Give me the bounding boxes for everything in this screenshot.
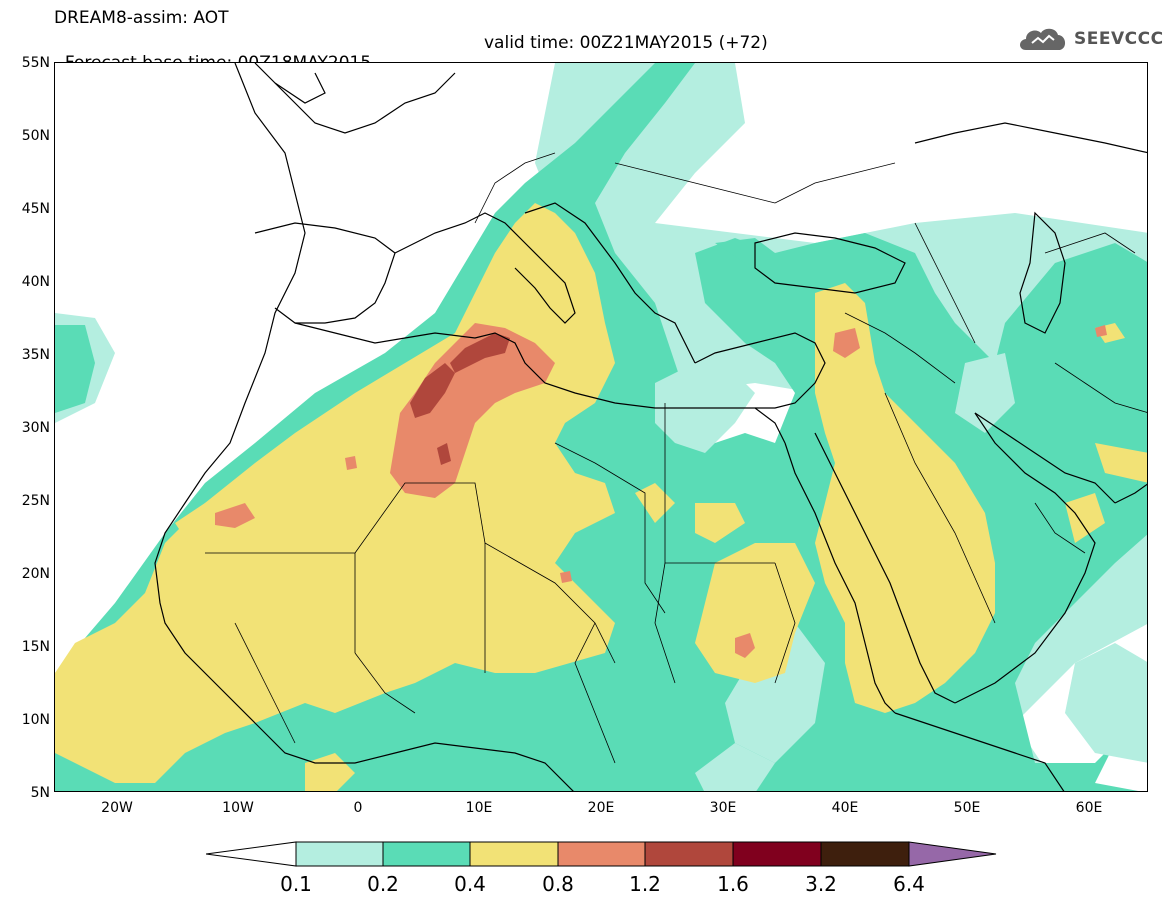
aot-map	[54, 62, 1148, 792]
lat-label: 20N	[21, 566, 50, 582]
lat-label: 50N	[21, 128, 50, 144]
lat-label: 40N	[21, 274, 50, 290]
colorbar-tick: 0.1	[280, 872, 312, 896]
colorbar-tick: 6.4	[893, 872, 925, 896]
lat-label: 55N	[21, 55, 50, 71]
colorbar-bin	[908, 841, 997, 867]
aot-band-0.8-1.2	[215, 323, 1107, 658]
lat-label: 15N	[21, 639, 50, 655]
colorbar-tick: 1.6	[717, 872, 749, 896]
colorbar-bin	[732, 841, 822, 867]
colorbar-bin	[644, 841, 734, 867]
colorbar	[206, 841, 997, 867]
lon-label: 10W	[222, 800, 254, 816]
lon-label: 40E	[831, 800, 859, 816]
logo-text: SEEVCCC	[1074, 29, 1164, 49]
map-title: DREAM8-assim: AOT	[54, 8, 229, 28]
lat-label: 5N	[30, 785, 50, 801]
colorbar-tick: 0.8	[542, 872, 574, 896]
lat-label: 30N	[21, 420, 50, 436]
seevccc-logo: SEEVCCC	[1016, 24, 1163, 56]
valid-time-text: valid time: 00Z21MAY2015 (+72)	[484, 33, 768, 53]
colorbar-bin	[295, 841, 384, 867]
lon-label: 0	[353, 800, 363, 816]
colorbar-bin	[820, 841, 910, 867]
cloud-icon	[1020, 28, 1066, 50]
lat-label: 25N	[21, 493, 50, 509]
colorbar-tick: 0.4	[454, 872, 486, 896]
lat-label: 45N	[21, 201, 50, 217]
aot-field	[55, 63, 1147, 791]
lon-label: 30E	[709, 800, 737, 816]
colorbar-bin	[206, 841, 297, 867]
aot-band-1.2-1.6	[410, 333, 510, 465]
colorbar-tick: 1.2	[629, 872, 661, 896]
colorbar-bin	[382, 841, 471, 867]
lon-label: 10E	[465, 800, 493, 816]
lon-label: 20W	[101, 800, 133, 816]
lon-label: 60E	[1075, 800, 1103, 816]
lat-label: 10N	[21, 712, 50, 728]
colorbar-bin	[557, 841, 646, 867]
coastlines	[154, 63, 1147, 791]
country-borders	[205, 152, 1147, 764]
colorbar-bin	[469, 841, 559, 867]
colorbar-tick: 3.2	[805, 872, 837, 896]
lat-label: 35N	[21, 347, 50, 363]
lon-label: 50E	[953, 800, 981, 816]
colorbar-tick: 0.2	[367, 872, 399, 896]
lon-label: 20E	[587, 800, 615, 816]
